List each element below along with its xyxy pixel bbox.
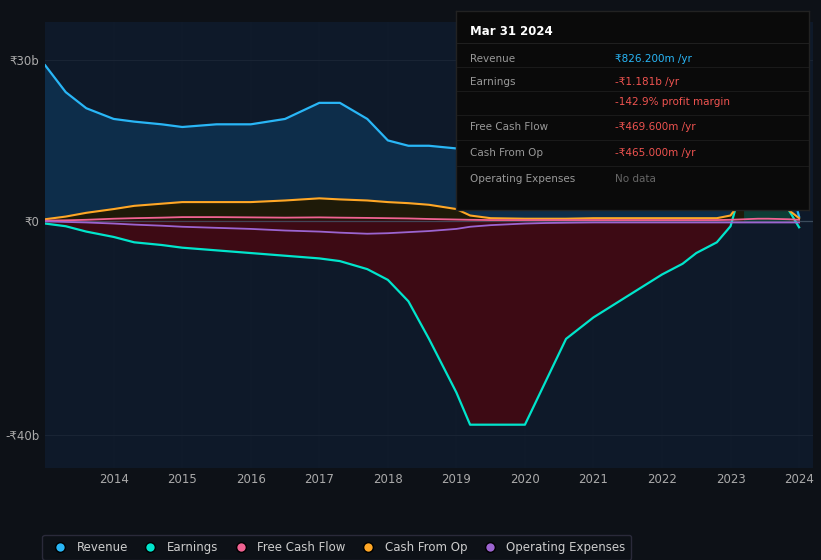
Text: -142.9% profit margin: -142.9% profit margin <box>615 97 730 106</box>
Text: -₹465.000m /yr: -₹465.000m /yr <box>615 148 695 158</box>
Text: Mar 31 2024: Mar 31 2024 <box>470 25 553 38</box>
Text: -₹1.181b /yr: -₹1.181b /yr <box>615 77 679 87</box>
Text: Revenue: Revenue <box>470 54 515 64</box>
Text: Cash From Op: Cash From Op <box>470 148 543 158</box>
Text: No data: No data <box>615 174 655 184</box>
Text: ₹826.200m /yr: ₹826.200m /yr <box>615 54 691 64</box>
Text: Free Cash Flow: Free Cash Flow <box>470 123 548 133</box>
Text: Earnings: Earnings <box>470 77 516 87</box>
Text: -₹469.600m /yr: -₹469.600m /yr <box>615 123 695 133</box>
Legend: Revenue, Earnings, Free Cash Flow, Cash From Op, Operating Expenses: Revenue, Earnings, Free Cash Flow, Cash … <box>43 535 631 559</box>
Text: Operating Expenses: Operating Expenses <box>470 174 575 184</box>
